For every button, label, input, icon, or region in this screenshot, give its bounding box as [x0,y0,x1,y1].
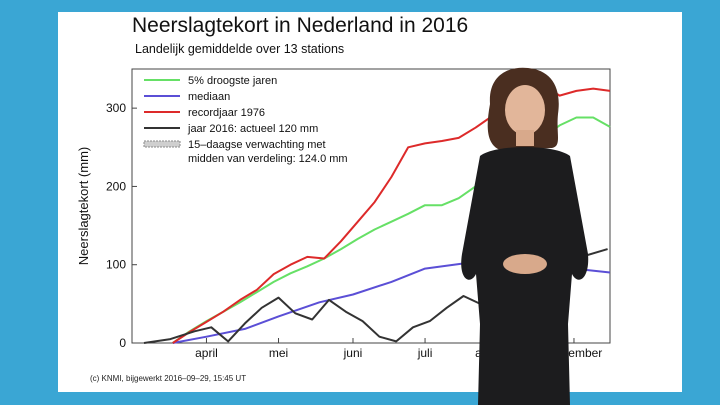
legend-label-1: mediaan [188,91,230,103]
presenter-neck [516,130,534,146]
plot-frame [131,68,611,344]
chart-subtitle: Landelijk gemiddelde over 13 stations [135,42,345,56]
presenter-hands [503,254,547,274]
y-tick-label-100: 100 [106,258,126,272]
legend-swatch-4 [143,140,181,148]
presenter-figure [461,67,589,405]
y-tick-label-200: 200 [106,179,126,193]
x-tick-label-3: juli [417,346,433,360]
y-tick-label-0: 0 [119,336,126,350]
y-tick-label-300: 300 [106,101,126,115]
legend-label-2: recordjaar 1976 [188,107,265,119]
presenter-dress [461,147,589,405]
chart-title: Neerslagtekort in Nederland in 2016 [132,14,469,37]
chart-svg: 0 100 200 300 Neerslagtekort (mm) april mei jun… [76,68,611,360]
legend-label-3: jaar 2016: actueel 120 mm [187,123,318,135]
presenter-face [505,85,545,135]
y-axis-label: Neerslagtekort (mm) [76,147,91,265]
source-credit: (c) KNMI, bijgewerkt 2016–09–29, 15:45 U… [90,374,247,383]
legend-label-4: 15–daagse verwachting met midden van verd… [188,139,348,165]
x-tick-label-1: mei [269,346,288,360]
x-tick-label-2: juni [343,346,363,360]
x-tick-label-0: april [195,346,218,360]
legend-label-0: 5% droogste jaren [188,75,277,87]
